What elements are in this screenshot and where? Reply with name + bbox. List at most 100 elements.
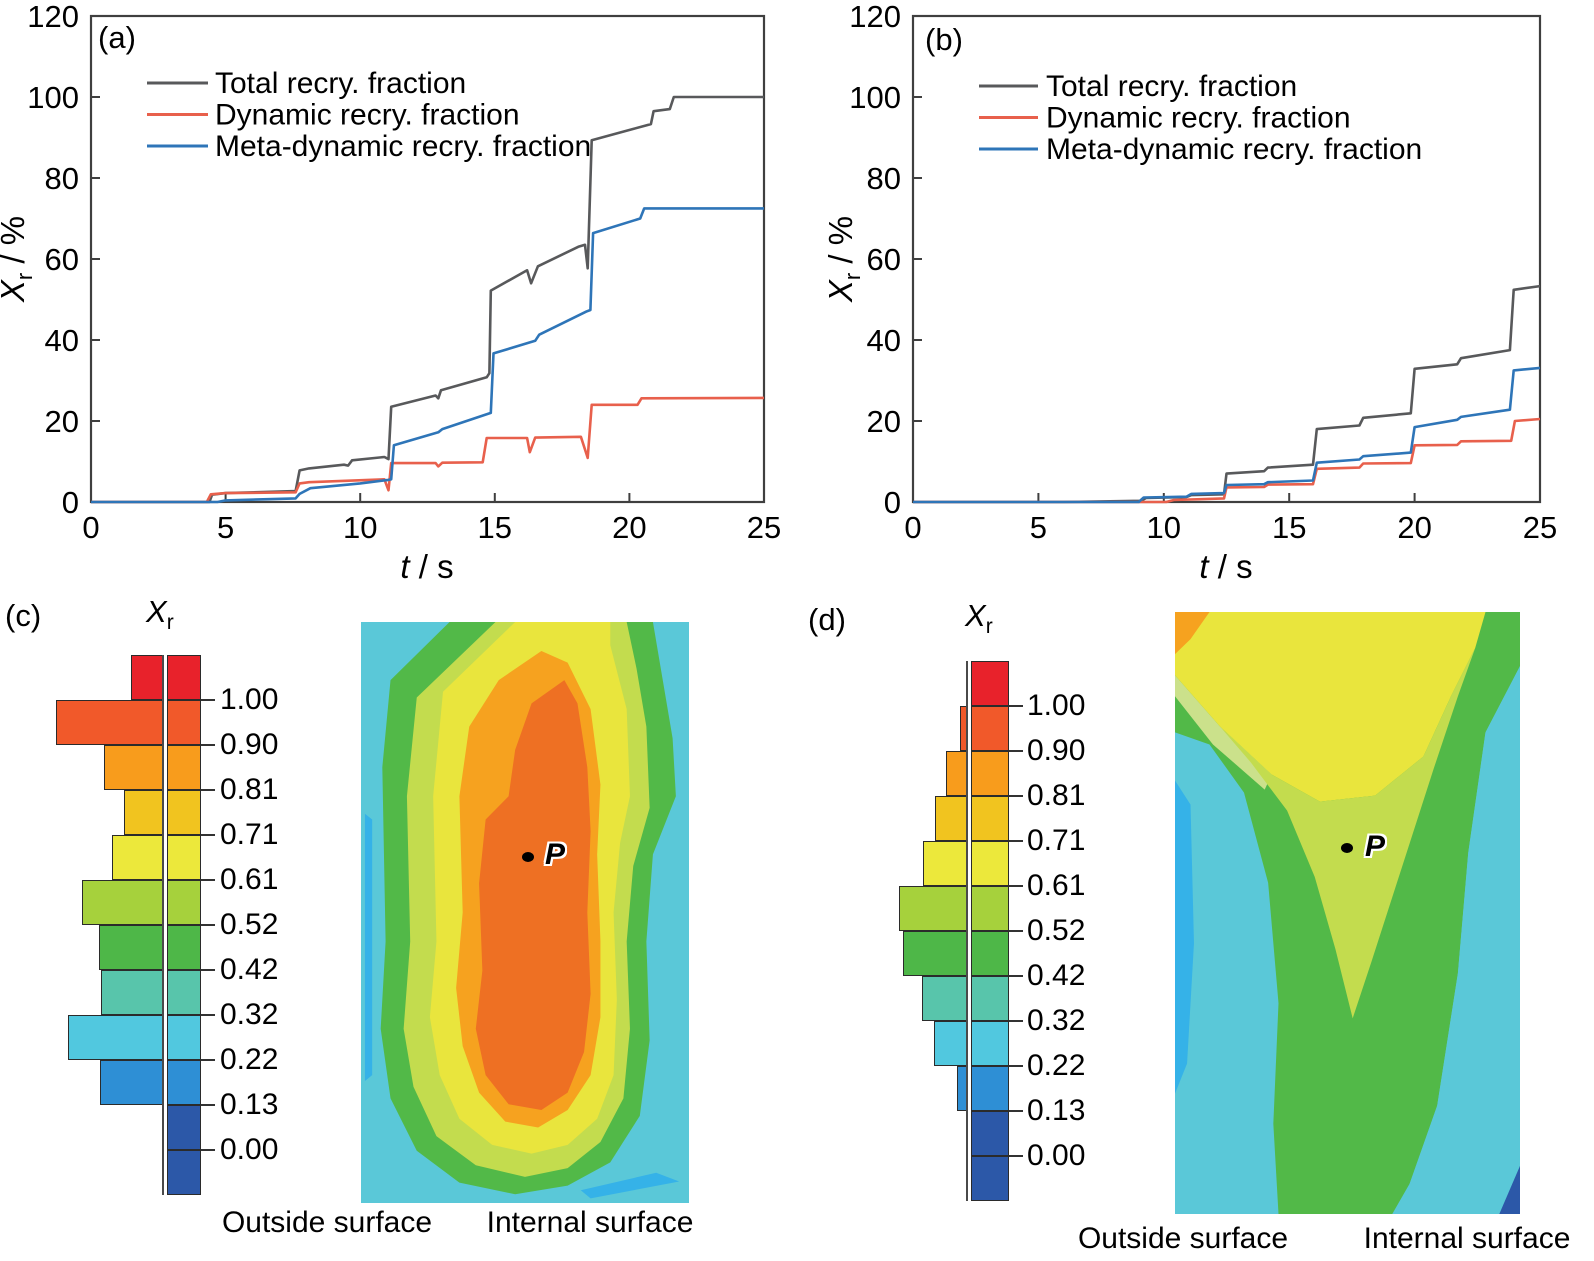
colorbar-cell-3 (167, 790, 201, 835)
panel-label-d: (d) (808, 602, 846, 637)
colorbar-histogram-c: 1.00 0.90 0.81 0.71 0.61 0.52 0.42 0.32 0.22 0.13… (40, 655, 320, 1195)
legend-label-2: Meta-dynamic recry. fraction (1046, 133, 1422, 166)
colorbar-tick-9 (201, 1104, 215, 1106)
histogram-bar-5 (899, 886, 968, 931)
y-tick-label: 80 (867, 161, 901, 196)
histogram-axis (966, 661, 968, 1201)
colorbar-tick-2 (201, 789, 215, 791)
histogram-bar-4 (923, 841, 968, 886)
panel-label-b: (b) (925, 22, 963, 57)
probe-point-d (1341, 843, 1353, 853)
colorbar-level-label-7: 0.32 (1027, 1004, 1086, 1037)
histogram-bar-7 (101, 970, 164, 1015)
colorbar-cell-1 (167, 700, 201, 745)
map-d-cyan-right (1392, 666, 1520, 1214)
colorbar-cell-1 (971, 706, 1009, 751)
x-tick-label: 25 (1523, 510, 1557, 545)
probe-point-c (522, 852, 534, 862)
colorbar-cell-2 (167, 745, 201, 790)
probe-point-label-d: P (1365, 830, 1386, 863)
legend-label-1: Dynamic recry. fraction (215, 99, 520, 132)
series-line-2 (913, 366, 1541, 504)
colorbar-cell-7 (971, 976, 1009, 1021)
colorbar-tick-7 (201, 1014, 215, 1016)
y-tick-label: 0 (884, 485, 901, 520)
histogram-bar-7 (922, 976, 968, 1021)
x-tick-label: 10 (1147, 510, 1181, 545)
colorbar-level-label-4: 0.61 (1027, 869, 1086, 902)
map-d-sage-sliver (1175, 675, 1272, 790)
histogram-bar-8 (68, 1015, 164, 1060)
x-axis-title: t / s (400, 548, 453, 585)
x-tick-label: 5 (1030, 510, 1047, 545)
histogram-bar-8 (934, 1021, 968, 1066)
colorbar-level-label-1: 0.90 (1027, 734, 1086, 767)
series-line-1 (91, 396, 765, 504)
colorbar-level-label-1: 0.90 (220, 728, 279, 761)
histogram-bar-3 (935, 796, 968, 841)
x-tick-label: 15 (1272, 510, 1306, 545)
colorbar-tick-0 (201, 699, 215, 701)
colorbar-cell-11 (971, 1156, 1009, 1201)
y-tick-label: 20 (45, 404, 79, 439)
y-tick-label: 60 (867, 242, 901, 277)
colorbar-cell-6 (167, 925, 201, 970)
histogram-bar-9 (100, 1060, 164, 1105)
colorbar-tick-0 (1009, 705, 1023, 707)
colorbar-tick-7 (1009, 1020, 1023, 1022)
colorbar-tick-10 (1009, 1155, 1023, 1157)
colorbar-tick-8 (1009, 1065, 1023, 1067)
histogram-bar-2 (104, 745, 164, 790)
colorbar-tick-2 (1009, 795, 1023, 797)
colorbar-level-label-9: 0.13 (220, 1088, 279, 1121)
colorbar-title-c: Xr (146, 594, 174, 635)
histogram-bar-3 (124, 790, 164, 835)
colorbar-histogram-d: 1.00 0.90 0.81 0.71 0.61 0.52 0.42 0.32 0.22 0.13… (890, 661, 1150, 1201)
colorbar-tick-4 (201, 879, 215, 881)
colorbar-title-c-sub: r (166, 611, 174, 635)
y-axis-title: Xr / % (822, 216, 865, 303)
x-axis-title: t / s (1199, 548, 1252, 585)
colorbar-tick-1 (1009, 750, 1023, 752)
legend-label-0: Total recry. fraction (1046, 70, 1297, 103)
histogram-bar-5 (82, 880, 164, 925)
colorbar-level-label-6: 0.42 (220, 953, 279, 986)
contour-map-d (1175, 612, 1520, 1214)
map-d-lightgreen-funnel (1219, 648, 1476, 1019)
surface-label-outside-c: Outside surface (221, 1206, 433, 1239)
colorbar-level-label-0: 1.00 (220, 683, 279, 716)
colorbar-cell-11 (167, 1150, 201, 1195)
colorbar-cell-0 (971, 661, 1009, 706)
x-tick-label: 5 (217, 510, 234, 545)
colorbar-tick-1 (201, 744, 215, 746)
x-tick-label: 20 (612, 510, 646, 545)
colorbar-level-label-2: 0.81 (220, 773, 279, 806)
colorbar-level-label-7: 0.32 (220, 998, 279, 1031)
y-tick-label: 20 (867, 404, 901, 439)
colorbar-level-label-8: 0.22 (1027, 1049, 1086, 1082)
y-tick-label: 80 (45, 161, 79, 196)
colorbar-tick-6 (1009, 975, 1023, 977)
probe-point-label-c: P (545, 838, 566, 871)
histogram-bar-6 (99, 925, 164, 970)
colorbar-cell-9 (167, 1060, 201, 1105)
x-tick-label: 0 (904, 510, 921, 545)
x-tick-label: 20 (1397, 510, 1431, 545)
colorbar-level-label-3: 0.71 (1027, 824, 1086, 857)
colorbar-tick-4 (1009, 885, 1023, 887)
legend-label-1: Dynamic recry. fraction (1046, 102, 1351, 135)
histogram-bar-0 (131, 655, 164, 700)
colorbar-tick-5 (1009, 930, 1023, 932)
histogram-bar-2 (946, 751, 968, 796)
colorbar-level-label-9: 0.13 (1027, 1094, 1086, 1127)
legend-label-2: Meta-dynamic recry. fraction (215, 130, 591, 163)
colorbar-cell-5 (167, 880, 201, 925)
y-tick-label: 40 (45, 323, 79, 358)
colorbar-title-d-sub: r (985, 615, 993, 639)
y-tick-label: 120 (849, 0, 901, 34)
map-d-darkblue-corner (1499, 1165, 1520, 1214)
colorbar-title-c-main: X (146, 594, 167, 629)
map-c-lightblue-bottom (580, 1172, 680, 1199)
colorbar-tick-9 (1009, 1110, 1023, 1112)
